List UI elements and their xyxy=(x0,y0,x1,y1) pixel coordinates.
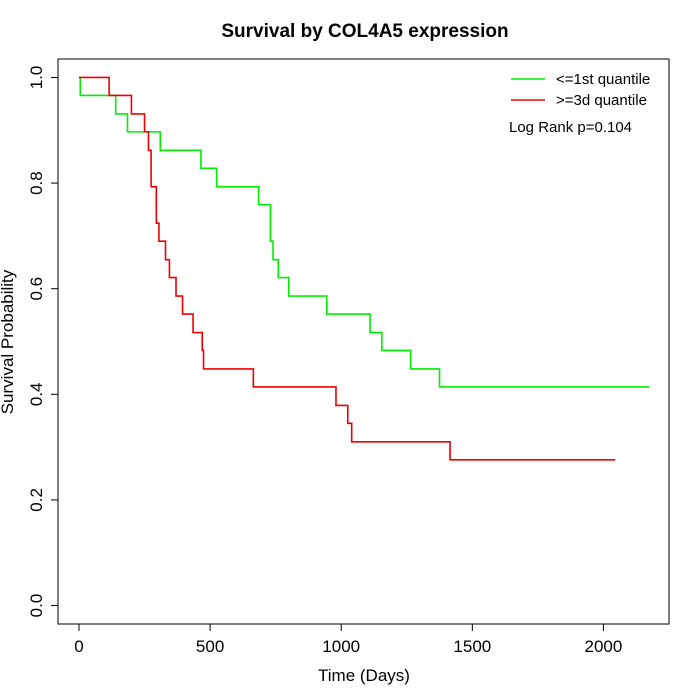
y-axis-label: Survival Probability xyxy=(0,269,17,414)
plot-frame xyxy=(57,58,670,625)
y-tick-label: 0.6 xyxy=(27,277,46,301)
y-tick-label: 1.0 xyxy=(27,66,46,90)
y-tick-label: 0.8 xyxy=(27,171,46,195)
y-tick-label: 0.2 xyxy=(27,488,46,512)
survival-curve-2 xyxy=(78,76,616,461)
x-tick-label: 0 xyxy=(74,637,83,656)
x-axis: 0 500 1000 1500 2000 xyxy=(74,623,623,656)
chart-title: Survival by COL4A5 expression xyxy=(221,21,508,42)
x-tick-label: 1500 xyxy=(453,637,491,656)
survival-curve-1 xyxy=(78,76,650,388)
x-tick-label: 500 xyxy=(196,637,224,656)
log-rank-annotation: Log Rank p=0.104 xyxy=(509,119,632,136)
x-tick-label: 1000 xyxy=(322,637,360,656)
y-axis: 0.0 0.2 0.4 0.6 0.8 1.0 xyxy=(27,66,59,618)
x-axis-label: Time (Days) xyxy=(318,666,410,685)
legend-label-1: <=1st quantile xyxy=(556,71,650,88)
y-tick-label: 0.0 xyxy=(27,594,46,618)
survival-curves xyxy=(78,76,650,461)
legend: <=1st quantile >=3d quantile xyxy=(511,71,650,109)
legend-label-2: >=3d quantile xyxy=(556,92,647,109)
y-tick-label: 0.4 xyxy=(27,382,46,406)
x-tick-label: 2000 xyxy=(585,637,623,656)
